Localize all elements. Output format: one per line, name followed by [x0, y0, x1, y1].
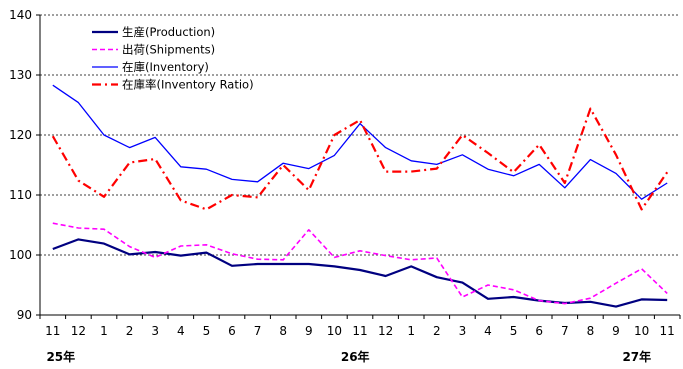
x-tick-label: 8	[587, 324, 595, 338]
x-tick-label: 2	[433, 324, 441, 338]
year-labels: 25年 26年 27年	[46, 349, 651, 364]
axes	[36, 14, 681, 319]
x-tick-label: 4	[177, 324, 185, 338]
y-tick-label: 120	[9, 128, 32, 142]
x-tick-label: 9	[305, 324, 313, 338]
x-tick-label: 10	[327, 324, 342, 338]
x-tick-label: 6	[535, 324, 543, 338]
series-line	[52, 222, 668, 305]
x-tick-label: 8	[279, 324, 287, 338]
y-tick-label: 140	[9, 8, 32, 22]
x-tick-label: 10	[634, 324, 649, 338]
x-tick-label: 7	[561, 324, 569, 338]
y-tick-label: 100	[9, 248, 32, 262]
series-line	[51, 107, 669, 211]
x-tick-labels: 11 12 1 2 3 4 5 6 7 8 9 10 11 12 1 2 3 4 5 6 7 8 9 10 11	[45, 324, 675, 338]
legend: 生産(Production) 出荷(Shipments) 在庫(Inventory)…	[92, 25, 254, 92]
x-tick-label: 12	[378, 324, 393, 338]
x-tick-label: 5	[203, 324, 211, 338]
x-tick-label: 11	[352, 324, 367, 338]
x-tick-label: 12	[71, 324, 86, 338]
legend-label: 在庫(Inventory)	[122, 60, 209, 74]
x-tick-label: 9	[612, 324, 620, 338]
legend-label: 出荷(Shipments)	[122, 43, 215, 57]
series-lines	[51, 84, 669, 308]
y-tick-label: 130	[9, 68, 32, 82]
year-label: 27年	[622, 349, 651, 364]
x-tick-label: 1	[407, 324, 415, 338]
y-tick-labels: 90 100 110 120 130 140	[9, 8, 32, 322]
x-tick-label: 2	[126, 324, 134, 338]
legend-label: 在庫率(Inventory Ratio)	[122, 78, 254, 92]
year-label: 26年	[341, 349, 370, 364]
year-label: 25年	[46, 349, 75, 364]
x-tick-label: 6	[228, 324, 236, 338]
x-tick-label: 4	[484, 324, 492, 338]
y-tick-label: 110	[9, 188, 32, 202]
x-tick-label: 3	[459, 324, 467, 338]
x-tick-label: 7	[254, 324, 262, 338]
series-line	[52, 84, 668, 200]
x-tick-label: 1	[100, 324, 108, 338]
x-tick-label: 11	[45, 324, 60, 338]
y-tick-label: 90	[17, 308, 32, 322]
x-tick-label: 5	[510, 324, 518, 338]
gridlines	[40, 14, 680, 256]
series-line	[52, 238, 668, 308]
x-tick-label: 3	[151, 324, 159, 338]
x-tick-label: 11	[660, 324, 675, 338]
legend-label: 生産(Production)	[122, 25, 215, 39]
